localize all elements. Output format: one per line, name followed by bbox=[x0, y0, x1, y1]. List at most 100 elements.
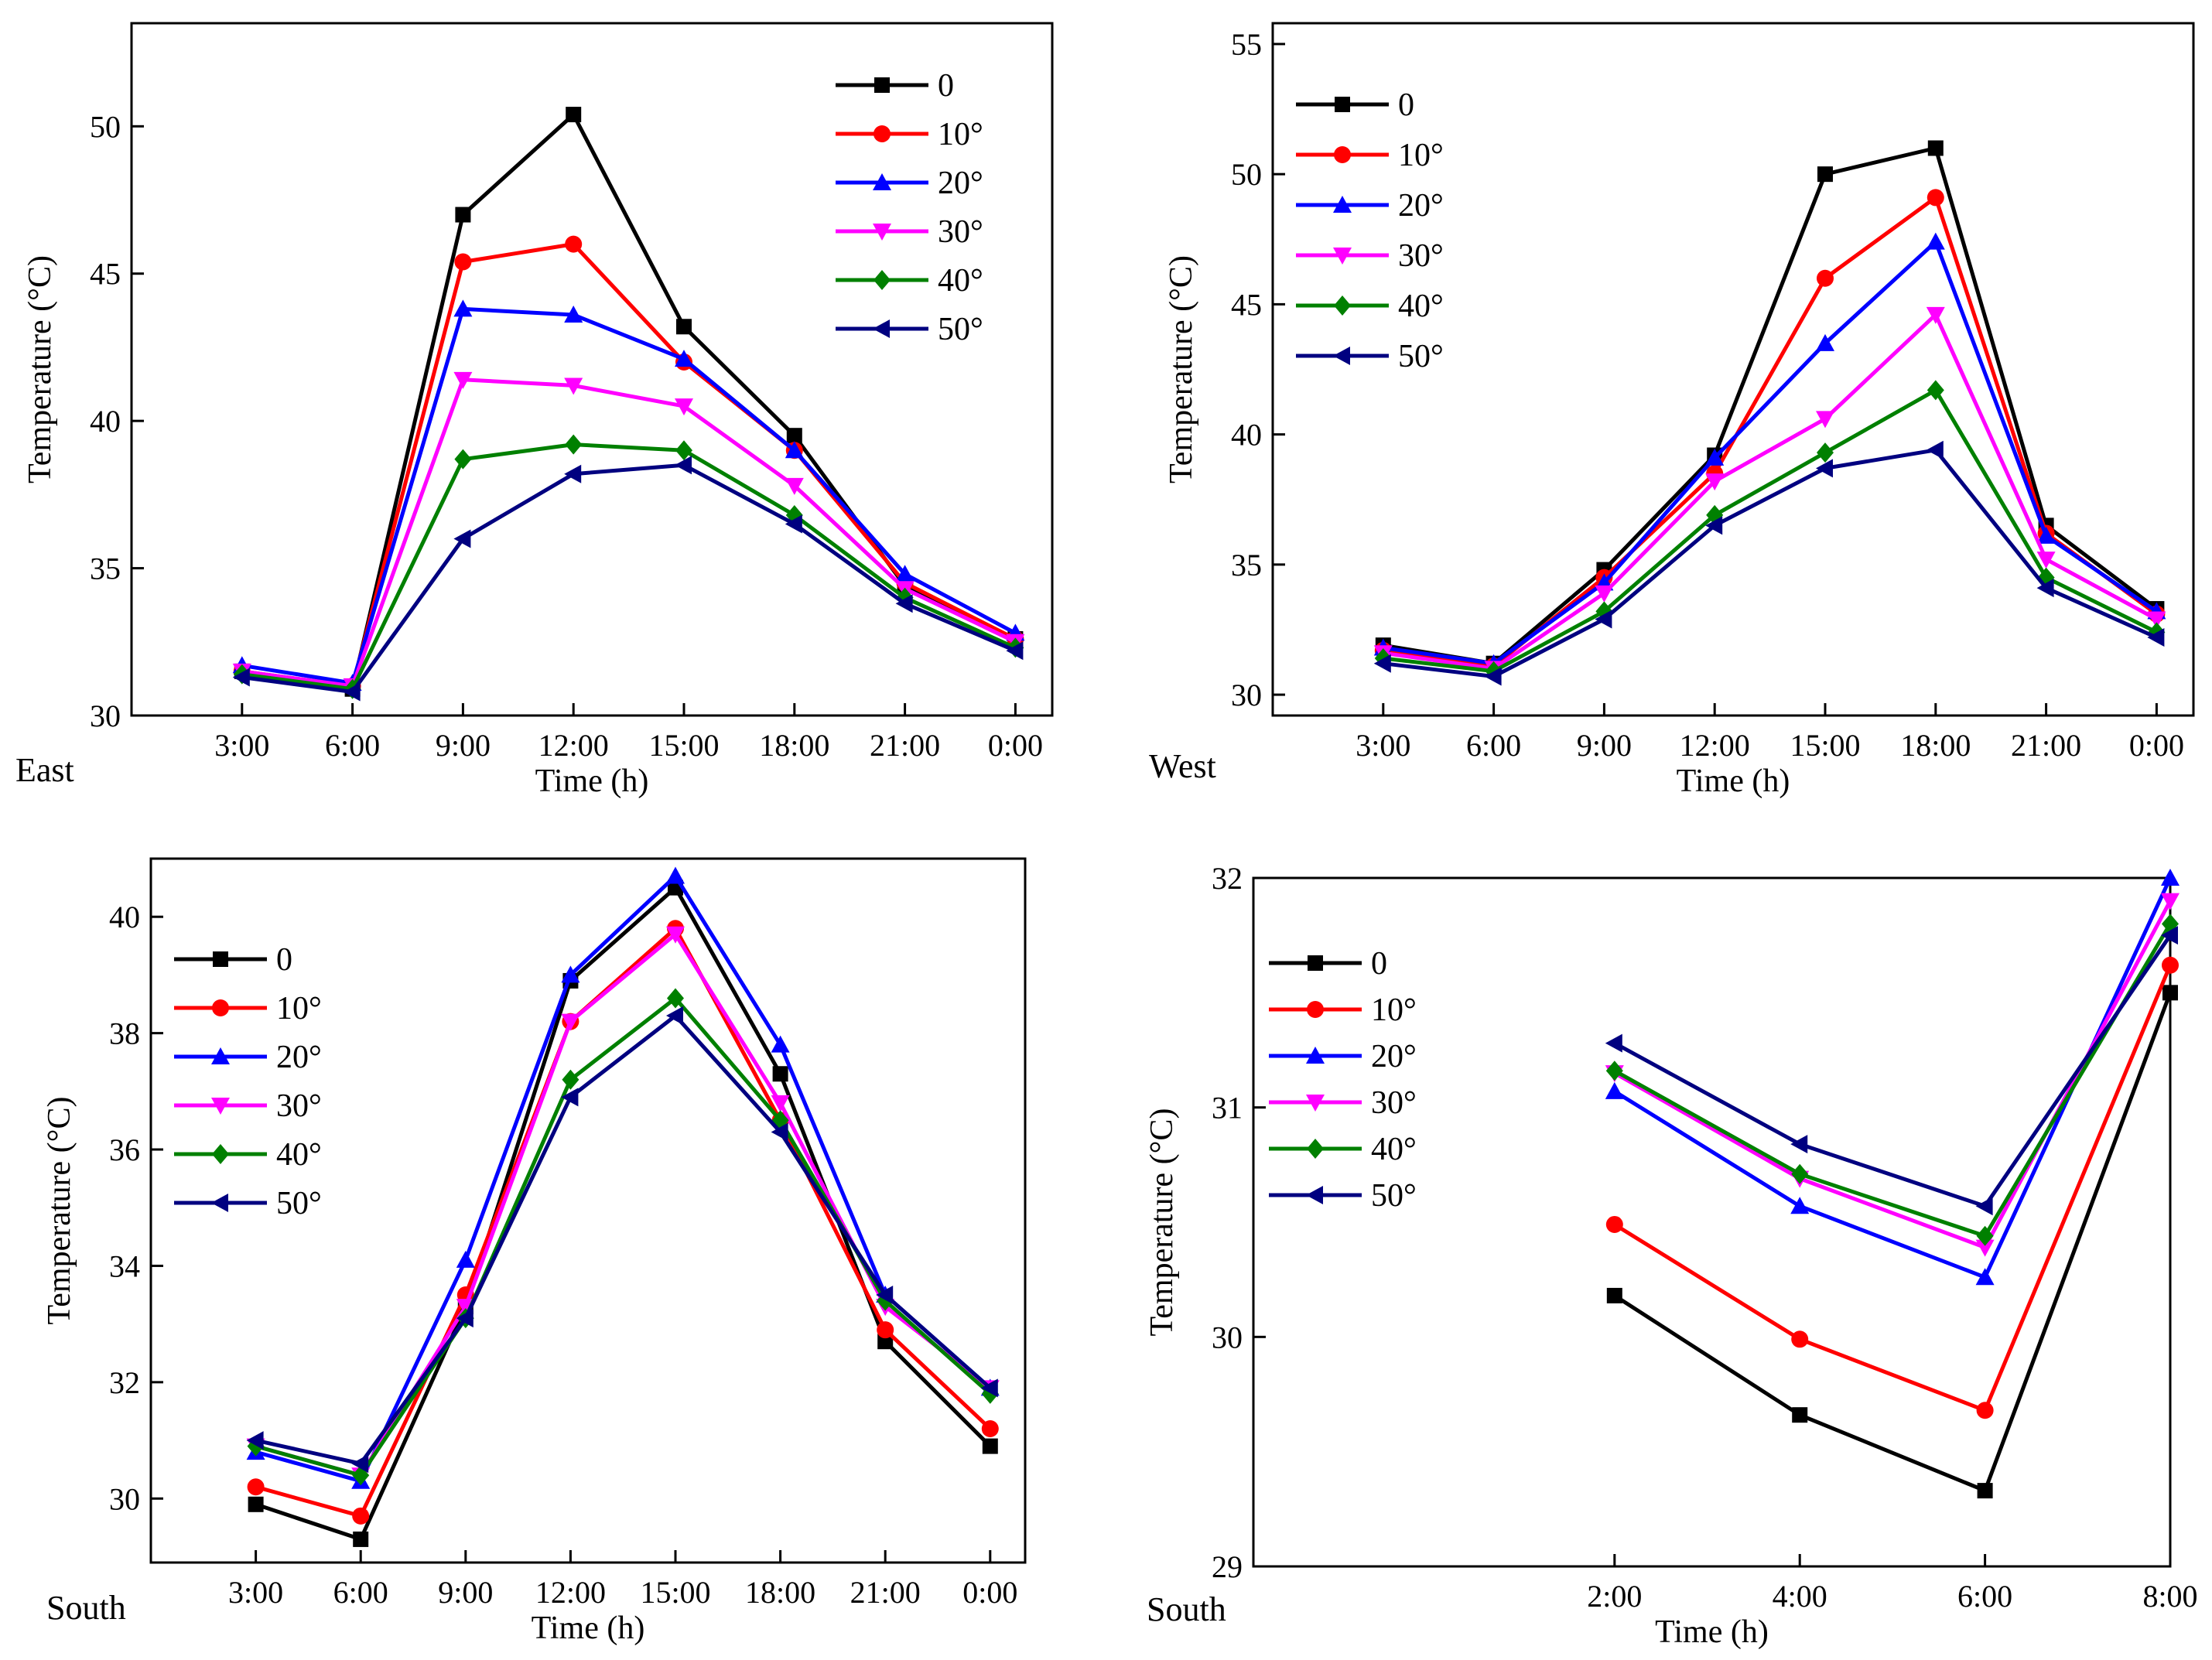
data-point bbox=[454, 449, 472, 470]
series-line bbox=[241, 463, 1017, 694]
series-line bbox=[1613, 964, 2173, 1412]
legend-label: 30° bbox=[938, 214, 983, 250]
series-line bbox=[255, 926, 992, 1518]
chart-panel-4: 29 30 31 32 2:00 4:00 6:00 8:00 Time (h) Temperat… bbox=[1144, 861, 2198, 1650]
y-tick-label: 34 bbox=[109, 1248, 140, 1283]
legend-label: 10° bbox=[1371, 992, 1417, 1028]
data-point bbox=[1595, 610, 1612, 629]
series-50° bbox=[232, 456, 1024, 702]
data-point bbox=[1790, 1135, 1808, 1154]
x-tick-label: 9:00 bbox=[436, 728, 491, 763]
series-line bbox=[1383, 240, 2158, 666]
series-0 bbox=[1606, 985, 2178, 1499]
series-20° bbox=[232, 299, 1025, 692]
data-point bbox=[1792, 1407, 1808, 1423]
x-tick-label: 21:00 bbox=[2011, 728, 2081, 763]
data-point bbox=[343, 682, 361, 702]
data-point bbox=[1817, 442, 1834, 463]
legend-label: 20° bbox=[1398, 188, 1444, 224]
data-point bbox=[666, 866, 685, 884]
legend-label: 40° bbox=[1371, 1132, 1417, 1167]
data-point bbox=[566, 107, 582, 123]
data-point bbox=[1705, 448, 1725, 466]
legend-label: 50° bbox=[1398, 339, 1444, 374]
legend-label: 30° bbox=[1371, 1085, 1417, 1121]
legend-label: 40° bbox=[938, 263, 983, 299]
y-axis-title: Temperature (°C) bbox=[22, 255, 58, 483]
data-point bbox=[561, 1088, 579, 1107]
data-point bbox=[1705, 516, 1723, 535]
series-10° bbox=[1374, 189, 2166, 675]
legend-marker bbox=[874, 77, 890, 93]
x-tick-label: 21:00 bbox=[870, 728, 940, 763]
legend-marker bbox=[1307, 1001, 1324, 1018]
legend: 0 10° 20° 30° 40° 50° bbox=[1269, 946, 1417, 1214]
legend-label: 40° bbox=[276, 1137, 322, 1173]
series-line bbox=[255, 874, 992, 1484]
data-point bbox=[2147, 628, 2165, 647]
data-point bbox=[771, 1122, 788, 1142]
data-point bbox=[565, 434, 583, 455]
x-tick-label: 6:00 bbox=[1466, 728, 1521, 763]
legend-marker bbox=[874, 125, 891, 142]
data-point bbox=[1484, 667, 1502, 686]
series-10° bbox=[1605, 956, 2179, 1419]
chart-panel-3: 30 32 34 36 38 40 3:00 6:00 9:00 12:00 15:00 18:00 2… bbox=[42, 857, 1027, 1646]
series-line bbox=[1613, 923, 2173, 1238]
data-point bbox=[1595, 585, 1614, 603]
panel-label: South bbox=[1147, 1590, 1226, 1628]
y-tick-label: 31 bbox=[1212, 1091, 1243, 1125]
data-point bbox=[771, 1095, 790, 1112]
series-line bbox=[1613, 934, 2173, 1208]
data-point bbox=[454, 253, 472, 271]
x-tick-label: 9:00 bbox=[1577, 728, 1632, 763]
plot-frame bbox=[130, 22, 1054, 717]
x-tick-label: 0:00 bbox=[962, 1575, 1017, 1610]
x-tick-label: 15:00 bbox=[640, 1575, 710, 1610]
data-point bbox=[1926, 306, 1945, 324]
legend-label: 20° bbox=[276, 1040, 322, 1075]
y-tick-label: 40 bbox=[109, 900, 140, 934]
legend-marker bbox=[212, 999, 229, 1016]
plot-frame bbox=[149, 857, 1027, 1564]
series-40° bbox=[247, 988, 999, 1486]
series-line bbox=[255, 932, 992, 1477]
data-point bbox=[246, 1431, 264, 1450]
series-line bbox=[1383, 448, 2158, 678]
panel-label: South bbox=[46, 1589, 126, 1627]
y-tick-label: 29 bbox=[1212, 1549, 1243, 1584]
data-point bbox=[876, 1286, 894, 1305]
data-point bbox=[1927, 189, 1944, 207]
x-axis-title: Time (h) bbox=[1655, 1614, 1769, 1650]
series-20° bbox=[246, 866, 1000, 1489]
data-point bbox=[561, 965, 580, 983]
legend-label: 50° bbox=[938, 312, 983, 347]
data-point bbox=[895, 565, 915, 582]
data-point bbox=[675, 456, 692, 475]
y-axis-title: Temperature (°C) bbox=[42, 1097, 77, 1325]
series-line bbox=[241, 242, 1017, 688]
x-tick-label: 15:00 bbox=[1790, 728, 1860, 763]
data-point bbox=[1926, 440, 1944, 459]
y-tick-label: 55 bbox=[1231, 27, 1262, 62]
x-tick-label: 6:00 bbox=[1957, 1579, 2012, 1614]
data-point bbox=[351, 1454, 369, 1474]
data-point bbox=[771, 1035, 790, 1053]
legend-marker bbox=[211, 1047, 230, 1064]
data-point bbox=[675, 350, 693, 367]
data-point bbox=[666, 926, 685, 944]
data-point bbox=[895, 594, 913, 613]
y-tick-label: 45 bbox=[90, 257, 121, 292]
x-axis-title: Time (h) bbox=[535, 763, 649, 799]
data-point bbox=[1791, 1163, 1809, 1184]
x-tick-label: 3:00 bbox=[228, 1575, 283, 1610]
y-axis-title: Temperature (°C) bbox=[1164, 255, 1199, 483]
data-point bbox=[981, 1420, 999, 1438]
data-point bbox=[1816, 459, 1833, 478]
data-point bbox=[1605, 1033, 1622, 1053]
legend-marker bbox=[213, 951, 228, 967]
x-tick-label: 18:00 bbox=[1900, 728, 1971, 763]
data-point bbox=[676, 319, 692, 335]
legend-marker bbox=[1333, 248, 1352, 265]
